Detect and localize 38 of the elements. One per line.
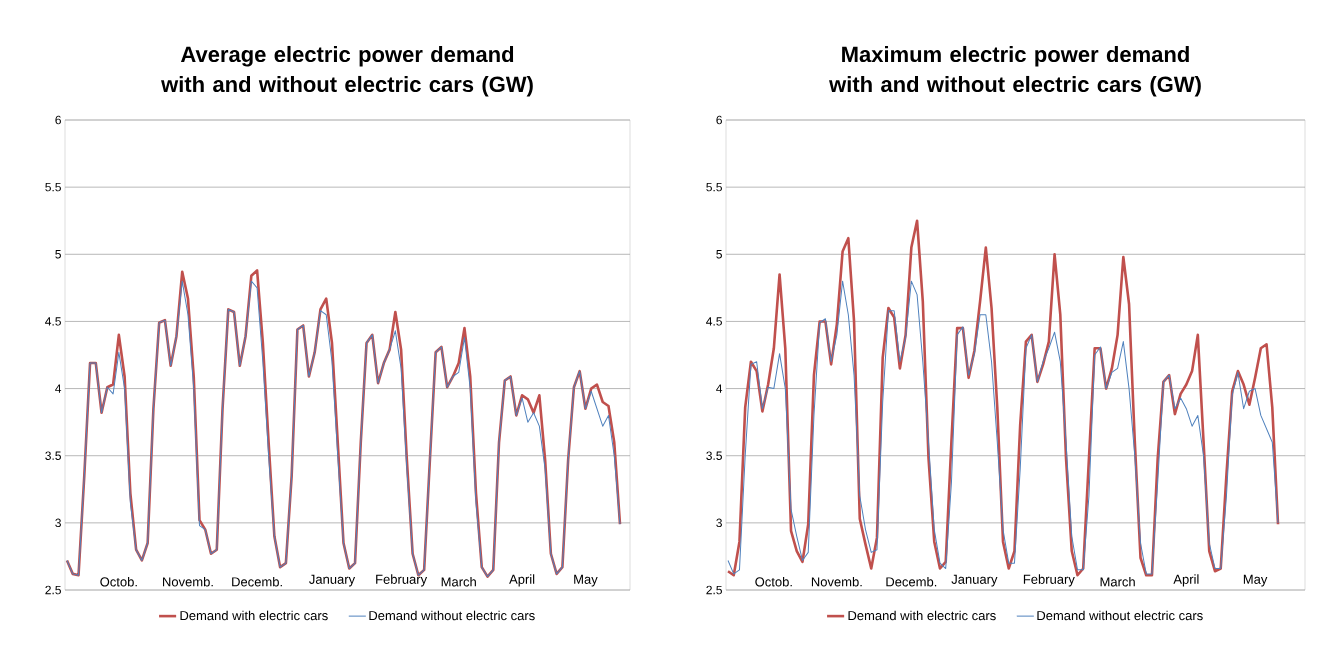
y-tick-label: 3 [55,518,61,528]
x-tick-label: Novemb. [811,576,862,587]
x-tick-label: February [1023,574,1075,587]
x-tick-label: April [509,574,535,587]
chart-title: Average electric power demand with and without electric cars (GW) [161,45,533,97]
chart-title: Maximum electric power demand with and without electric cars (GW) [829,45,1201,97]
legend-label: Demand with electric cars [180,610,328,621]
y-tick-label: 4 [716,384,723,393]
x-tick-label: Octob. [100,576,137,587]
y-tick-label: 3 [716,518,722,528]
y-tick-label: 3.5 [45,451,61,460]
legend-label: Demand without electric cars [1037,610,1203,621]
y-tick-label: 6 [716,115,722,125]
y-tick-label: 2.5 [45,585,61,595]
y-tick-label: 6 [55,115,61,125]
y-tick-label: 5.5 [45,182,61,192]
x-tick-label: March [441,576,476,587]
y-tick-label: 4 [55,384,62,393]
x-tick-label: February [376,574,428,587]
legend-label: Demand without electric cars [369,610,535,621]
x-tick-label: May [574,574,598,587]
x-tick-label: January [951,574,998,587]
y-tick-label: 4.5 [45,317,61,326]
y-tick-label: 5 [716,250,722,259]
y-tick-label: 2.5 [706,585,722,595]
x-tick-label: Novemb. [163,576,213,587]
x-tick-label: March [1100,576,1135,587]
x-tick-label: Decemb. [232,576,282,587]
x-tick-label: Octob. [755,576,792,587]
x-tick-label: Decemb. [886,576,937,587]
y-tick-label: 4.5 [706,317,722,326]
y-tick-label: 5.5 [706,182,722,192]
y-tick-label: 5 [55,250,61,259]
x-tick-label: April [1173,574,1199,587]
y-tick-label: 3.5 [706,451,722,460]
legend-label: Demand with electric cars [848,610,996,621]
x-tick-label: January [309,574,356,587]
x-tick-label: May [1243,574,1268,587]
